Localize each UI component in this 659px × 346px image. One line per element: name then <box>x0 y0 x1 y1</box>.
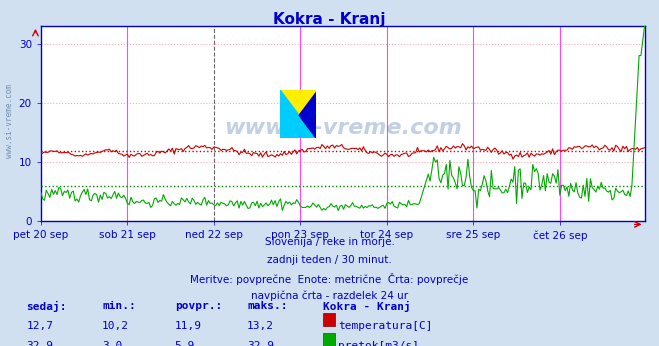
Text: maks.:: maks.: <box>247 301 287 311</box>
Text: temperatura[C]: temperatura[C] <box>338 321 432 331</box>
Polygon shape <box>298 90 316 138</box>
Polygon shape <box>280 90 316 114</box>
Text: Meritve: povprečne  Enote: metrične  Črta: povprečje: Meritve: povprečne Enote: metrične Črta:… <box>190 273 469 285</box>
Text: 32,9: 32,9 <box>26 341 53 346</box>
Text: Kokra - Kranj: Kokra - Kranj <box>323 301 411 312</box>
Text: 13,2: 13,2 <box>247 321 274 331</box>
Text: 5,9: 5,9 <box>175 341 195 346</box>
Text: zadnji teden / 30 minut.: zadnji teden / 30 minut. <box>267 255 392 265</box>
Text: 3,0: 3,0 <box>102 341 123 346</box>
Text: Kokra - Kranj: Kokra - Kranj <box>273 12 386 27</box>
Text: 12,7: 12,7 <box>26 321 53 331</box>
Text: Slovenija / reke in morje.: Slovenija / reke in morje. <box>264 237 395 247</box>
Text: povpr.:: povpr.: <box>175 301 222 311</box>
Text: min.:: min.: <box>102 301 136 311</box>
Text: sedaj:: sedaj: <box>26 301 67 312</box>
Text: navpična črta - razdelek 24 ur: navpična črta - razdelek 24 ur <box>251 291 408 301</box>
Text: 10,2: 10,2 <box>102 321 129 331</box>
Polygon shape <box>280 90 298 138</box>
Text: www.si-vreme.com: www.si-vreme.com <box>5 84 14 158</box>
Text: 32,9: 32,9 <box>247 341 274 346</box>
Text: www.si-vreme.com: www.si-vreme.com <box>224 118 461 138</box>
Polygon shape <box>280 114 316 138</box>
Text: 11,9: 11,9 <box>175 321 202 331</box>
Text: pretok[m3/s]: pretok[m3/s] <box>338 341 419 346</box>
